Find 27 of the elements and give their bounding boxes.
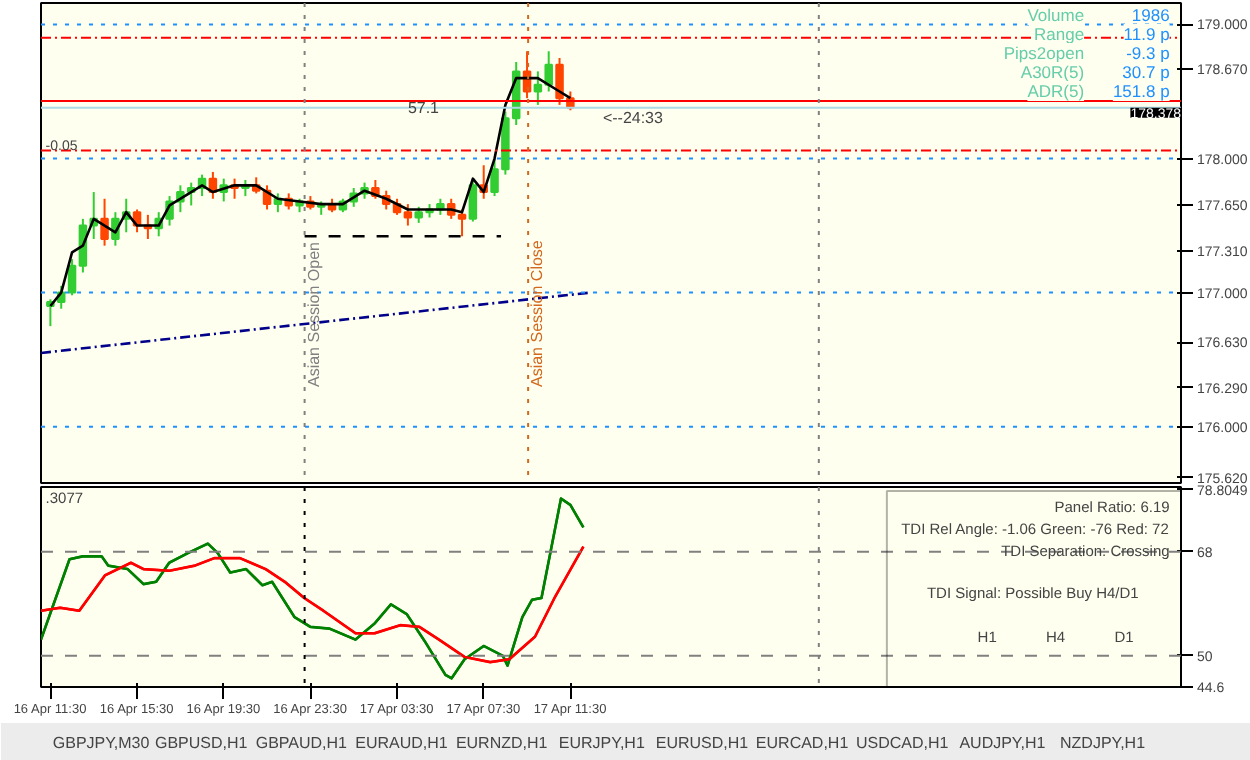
annotation: 11.9 p xyxy=(1123,24,1171,44)
text: AUDJPY,H1 xyxy=(959,734,1047,752)
candlestick xyxy=(468,177,478,223)
annotation: Range xyxy=(1034,24,1085,44)
text: USDCAD,H1 xyxy=(856,734,950,752)
annotation: <--24:33 xyxy=(602,108,665,127)
annotation: Pips2open xyxy=(1003,43,1085,63)
text: EURAUD,H1 xyxy=(355,734,449,752)
text: EURUSD,H1 xyxy=(655,734,750,752)
ref-line-label: Asian Session Close xyxy=(528,239,547,387)
annotation: Volume xyxy=(1027,5,1085,25)
annotation: 57.1 xyxy=(407,98,441,117)
text: EURCAD,H1 xyxy=(755,734,850,752)
text: GBPUSD,H1 xyxy=(155,734,249,752)
ref-line-label: Asian Session Open xyxy=(304,242,323,387)
candlestick xyxy=(100,197,109,247)
text: GBPJPY,M30 xyxy=(52,734,151,752)
text: NZDJPY,H1 xyxy=(1060,734,1147,752)
annotation: -9.3 p xyxy=(1126,43,1171,63)
annotation: ADR(5) xyxy=(1027,81,1085,101)
text: EURNZD,H1 xyxy=(455,734,549,752)
annotation: 151.8 p xyxy=(1112,81,1171,101)
annotation: A30R(5) xyxy=(1020,62,1085,82)
annotation: 30.7 p xyxy=(1122,62,1171,82)
text: GBPAUD,H1 xyxy=(255,734,349,752)
text: EURJPY,H1 xyxy=(558,734,646,752)
annotation: 1986 xyxy=(1131,5,1171,25)
